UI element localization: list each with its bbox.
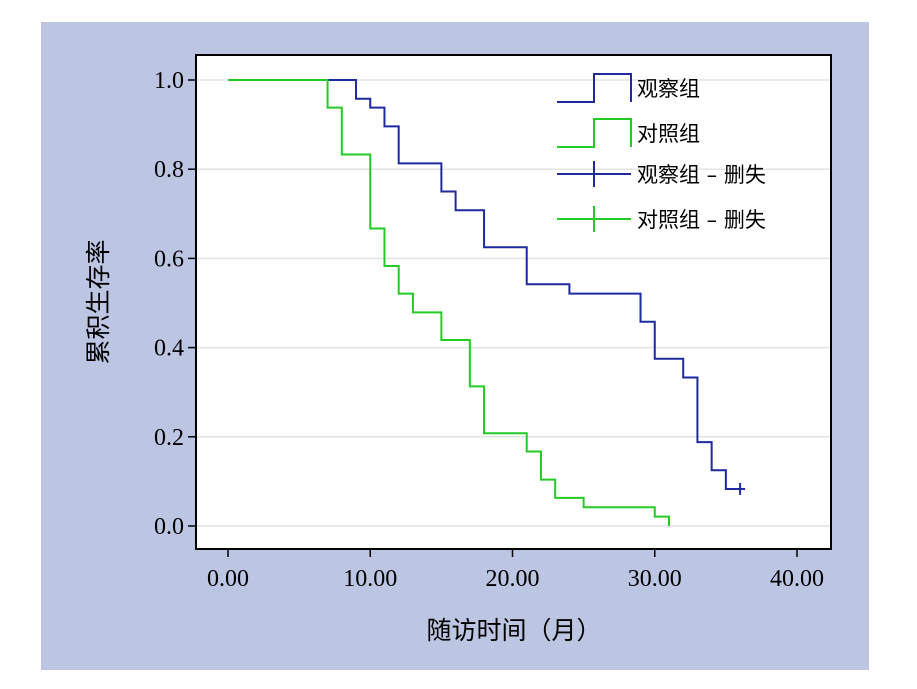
y-axis-title: 累积生存率 (84, 239, 113, 364)
x-tick-label: 10.00 (343, 566, 397, 592)
series-line-1 (228, 79, 741, 490)
y-tick-label: 0.6 (154, 246, 184, 272)
y-tick-label: 0.4 (154, 336, 184, 362)
x-tick-label: 20.00 (486, 566, 540, 592)
y-tick-label: 0.2 (154, 425, 184, 451)
x-tick-label: 30.00 (628, 566, 682, 592)
survival-chart: 0.0 0.2 0.4 0.6 0.8 1.0 0.00 10.00 20.00 30.00 40.… (84, 54, 832, 645)
x-axis-title: 随访时间（月） (426, 616, 601, 645)
y-tick-label: 1.0 (154, 68, 184, 94)
legend-swatch-1 (557, 73, 632, 103)
legend-label-4: 对照组 – 删失 (637, 208, 766, 232)
legend-swatch-2 (557, 118, 632, 148)
x-tick-label: 40.00 (770, 566, 824, 592)
plot-area (195, 54, 832, 550)
legend-label-1: 观察组 (637, 77, 700, 101)
y-tick-label: 0.0 (154, 514, 184, 540)
series (228, 79, 746, 526)
series-line-2 (228, 79, 670, 526)
axes: 0.0 0.2 0.4 0.6 0.8 1.0 0.00 10.00 20.00 30.00 40.… (154, 68, 824, 592)
y-tick-label: 0.8 (154, 157, 184, 183)
legend-label-2: 对照组 (637, 122, 700, 146)
legend-label-3: 观察组 – 删失 (637, 163, 766, 187)
chart-frame: 0.0 0.2 0.4 0.6 0.8 1.0 0.00 10.00 20.00 30.00 40.… (41, 22, 869, 670)
x-tick-label: 0.00 (207, 566, 249, 592)
